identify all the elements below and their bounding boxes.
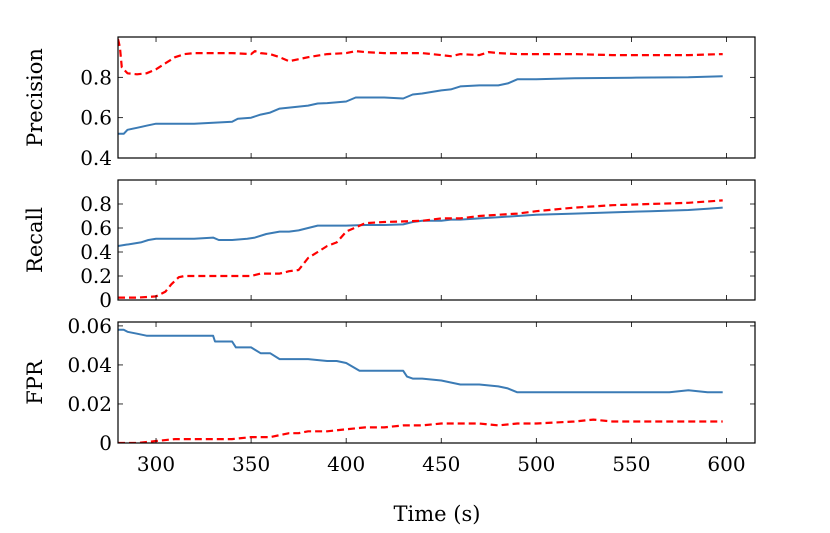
precision-series-red-dashed-line xyxy=(118,38,723,76)
fpr-x-tick-label: 400 xyxy=(327,452,365,476)
precision-y-tick-label: 0.8 xyxy=(80,65,112,89)
recall-plot-frame xyxy=(117,179,756,301)
recall-panel: 00.20.40.60.8 Recall xyxy=(23,179,756,312)
fpr-series-red-dashed-line xyxy=(118,418,723,443)
fpr-y-tick-label: 0.04 xyxy=(67,353,112,377)
fpr-x-tick-label: 600 xyxy=(707,452,745,476)
fpr-x-tick-label: 300 xyxy=(137,452,175,476)
recall-y-tick-label: 0 xyxy=(99,288,112,312)
recall-y-tick-label: 0.8 xyxy=(80,192,112,216)
fpr-y-axis-label: FPR xyxy=(23,359,47,405)
fpr-y-tick-label: 0 xyxy=(99,431,112,455)
x-axis-label: Time (s) xyxy=(394,502,481,526)
fpr-y-tick-label: 0.06 xyxy=(67,314,112,338)
precision-y-tick-label: 0.6 xyxy=(80,106,112,130)
fpr-panel: 0 0.02 0.04 0.06 300 350 400 450 500 550 600 FPR xyxy=(23,314,756,476)
recall-series-red-dashed-line xyxy=(118,199,723,299)
fpr-x-tick-label: 450 xyxy=(422,452,460,476)
recall-y-tick-label: 0.4 xyxy=(80,240,112,264)
fpr-x-tick-label: 350 xyxy=(232,452,270,476)
recall-y-tick-label: 0.2 xyxy=(80,264,112,288)
recall-y-axis-label: Recall xyxy=(23,207,47,273)
fpr-series-blue-solid-line xyxy=(118,328,723,394)
precision-series-blue-solid-line xyxy=(118,75,723,135)
fpr-plot-frame xyxy=(117,321,756,444)
fpr-y-tick-label: 0.02 xyxy=(67,392,112,416)
precision-y-axis-label: Precision xyxy=(23,48,47,147)
fpr-x-tick-label: 500 xyxy=(517,452,555,476)
recall-series-blue-solid-line xyxy=(118,206,723,247)
precision-panel: 0.4 0.6 0.8 Precision xyxy=(23,36,756,170)
fpr-x-tick-label: 550 xyxy=(612,452,650,476)
recall-y-tick-label: 0.6 xyxy=(80,216,112,240)
precision-y-tick-label: 0.4 xyxy=(80,146,112,170)
precision-plot-frame xyxy=(117,36,756,159)
